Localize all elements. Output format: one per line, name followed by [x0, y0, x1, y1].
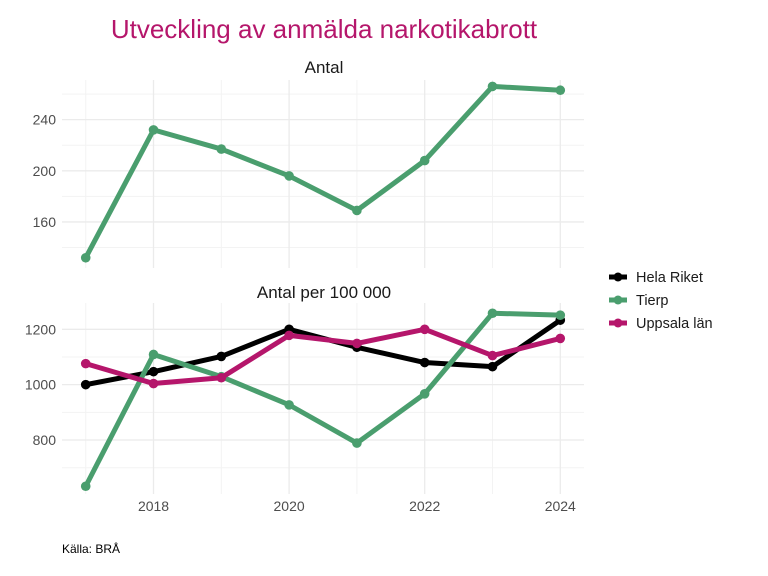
- data-point: [419, 388, 430, 399]
- data-point: [148, 378, 159, 389]
- data-point: [80, 379, 91, 390]
- data-point: [487, 81, 498, 92]
- grid: [62, 80, 584, 268]
- x-tick-label: 2022: [409, 498, 440, 514]
- chart-title: Utveckling av anmälda narkotikabrott: [111, 14, 538, 44]
- series-line-tierp: [83, 310, 563, 489]
- legend-key-point: [613, 295, 623, 305]
- x-tick-label: 2018: [138, 498, 169, 514]
- legend-label: Uppsala län: [636, 316, 713, 332]
- data-point: [148, 125, 159, 135]
- x-axis-ticks: 2018 2020 2022 2024: [138, 498, 576, 514]
- legend-key-point: [613, 272, 623, 282]
- data-point: [352, 205, 362, 216]
- y-tick-label: 800: [33, 432, 57, 448]
- data-point: [216, 144, 227, 154]
- data-point: [80, 252, 91, 263]
- data-point: [487, 361, 498, 372]
- legend: Hela Riket Tierp Uppsala län: [609, 270, 713, 332]
- series-line-uppsala-l-n: [83, 326, 563, 387]
- legend-item-hela-riket: Hela Riket: [609, 270, 703, 286]
- data-point: [216, 351, 227, 362]
- y-tick-label: 160: [33, 214, 57, 230]
- data-point: [419, 324, 430, 335]
- series-lines: [80, 308, 566, 492]
- y-axis-ticks: 800 1000 1200: [25, 321, 56, 448]
- legend-label: Hela Riket: [636, 270, 703, 286]
- panel-antal: Antal 160 200 240: [33, 58, 584, 268]
- legend-label: Tierp: [636, 293, 669, 309]
- grid: [62, 303, 584, 494]
- series-lines: [80, 81, 566, 263]
- data-point: [284, 400, 294, 410]
- panel-title-per-capita: Antal per 100 000: [257, 283, 391, 302]
- y-tick-label: 1000: [25, 377, 56, 393]
- y-tick-label: 240: [33, 112, 57, 128]
- y-tick-label: 200: [33, 163, 57, 179]
- data-point: [419, 357, 430, 368]
- data-point: [352, 338, 362, 349]
- data-point: [80, 481, 91, 492]
- y-tick-label: 1200: [25, 321, 56, 337]
- x-tick-label: 2020: [274, 498, 305, 514]
- data-point: [148, 366, 159, 377]
- data-point: [284, 330, 294, 341]
- legend-key-point: [613, 318, 623, 328]
- data-point: [555, 85, 566, 96]
- data-point: [555, 310, 566, 320]
- panel-antal-per-100000: Antal per 100 000 800 1000 1200: [25, 283, 584, 494]
- legend-item-tierp: Tierp: [609, 293, 669, 309]
- data-point: [555, 333, 566, 344]
- caption: Källa: BRÅ: [62, 541, 120, 556]
- data-point: [487, 350, 498, 361]
- data-point: [80, 358, 91, 369]
- data-point: [352, 438, 362, 448]
- x-tick-label: 2024: [545, 498, 576, 514]
- data-point: [216, 372, 227, 383]
- series-line-tierp: [83, 83, 563, 261]
- y-axis-ticks: 160 200 240: [33, 112, 57, 230]
- data-point: [487, 308, 498, 319]
- data-point: [148, 349, 159, 360]
- legend-item-uppsala-lan: Uppsala län: [609, 316, 713, 332]
- data-point: [284, 171, 294, 181]
- panel-title-antal: Antal: [305, 58, 344, 77]
- data-point: [419, 155, 430, 166]
